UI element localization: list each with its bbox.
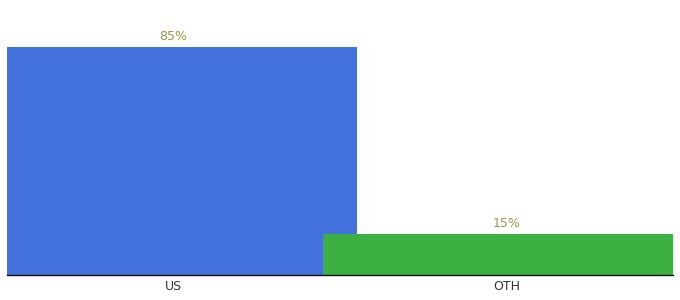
Bar bbox=[324, 234, 680, 274]
Text: 85%: 85% bbox=[160, 30, 188, 43]
Text: 15%: 15% bbox=[492, 218, 520, 230]
Bar bbox=[0, 47, 356, 274]
